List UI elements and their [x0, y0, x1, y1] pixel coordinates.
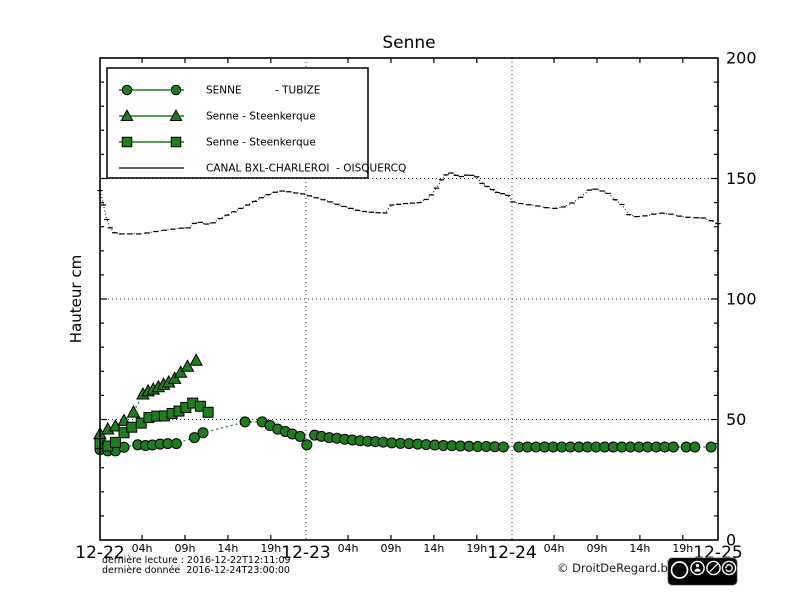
marker-circle: [301, 439, 313, 451]
y-tick-label: 0: [726, 531, 736, 550]
x-hour-label: 09h: [380, 542, 401, 555]
y-tick-label: 50: [726, 410, 746, 429]
x-hour-label: 04h: [132, 542, 153, 555]
marker-triangle: [169, 109, 183, 122]
marker-triangle: [180, 359, 195, 372]
marker-triangle: [126, 405, 141, 418]
by-label: BY: [694, 579, 701, 585]
marker-triangle: [189, 353, 203, 366]
svg-text:CC: CC: [674, 566, 686, 575]
x-hour-label: 14h: [423, 542, 444, 555]
marker-triangle: [167, 371, 182, 384]
marker-square: [170, 136, 182, 148]
marker-circle: [294, 430, 306, 442]
marker-circle: [197, 427, 209, 439]
marker-square: [121, 136, 133, 148]
x-day-label: 12-23: [281, 543, 330, 563]
last-reading-text: dernière lecture : 2016-12-22T12:11:09: [102, 555, 291, 566]
x-hour-label: 19h: [260, 542, 281, 555]
x-hour-label: 09h: [174, 542, 195, 555]
marker-circle: [705, 441, 717, 453]
series-line-dash: [99, 172, 719, 235]
marker-circle: [667, 441, 679, 453]
x-hour-label: 09h: [586, 542, 607, 555]
legend-label: Senne - Steenkerque: [206, 111, 316, 123]
x-hour-label: 14h: [217, 542, 238, 555]
nc-label: NC: [710, 579, 718, 585]
cc-license-badge[interactable]: CC € BY NC SA: [667, 557, 738, 586]
sa-label: SA: [725, 579, 732, 585]
legend-label: CANAL BXL-CHARLEROI - OISQUERCQ: [206, 163, 406, 175]
marker-circle: [497, 441, 509, 453]
x-hour-label: 19h: [672, 542, 693, 555]
legend-box: [106, 67, 369, 179]
marker-circle: [689, 441, 701, 453]
x-hour-label: 04h: [544, 542, 565, 555]
legend-label: SENNE - TUBIZE: [206, 85, 320, 97]
chart-title: Senne: [382, 33, 436, 53]
marker-square: [126, 421, 138, 433]
legend-label: Senne - Steenkerque: [206, 137, 316, 149]
marker-triangle: [120, 109, 134, 122]
copyright-text: © DroitDeRegard.be: [557, 561, 675, 575]
cc-icon: CC: [670, 561, 689, 579]
marker-circle: [121, 84, 133, 96]
last-data-text: dernière donnée 2016-12-24T23:00:00: [102, 565, 290, 576]
marker-square: [109, 436, 121, 448]
nc-icon: €: [706, 560, 721, 576]
marker-square: [135, 417, 147, 429]
sa-icon: [721, 560, 737, 576]
x-day-label: 12-24: [487, 543, 536, 563]
marker-circle: [239, 416, 251, 428]
x-hour-label: 14h: [629, 542, 650, 555]
marker-square: [202, 406, 214, 418]
marker-square: [118, 427, 130, 439]
y-tick-label: 150: [726, 169, 757, 188]
y-tick-label: 200: [726, 49, 757, 68]
marker-triangle: [173, 365, 188, 378]
marker-circle: [170, 84, 182, 96]
marker-circle: [188, 432, 200, 444]
y-tick-label: 100: [726, 290, 757, 309]
marker-circle: [170, 438, 182, 450]
x-hour-label: 19h: [466, 542, 487, 555]
x-hour-label: 04h: [338, 542, 359, 555]
marker-square: [194, 400, 206, 412]
x-day-label: 12-22: [75, 543, 124, 563]
by-icon: [690, 560, 705, 576]
